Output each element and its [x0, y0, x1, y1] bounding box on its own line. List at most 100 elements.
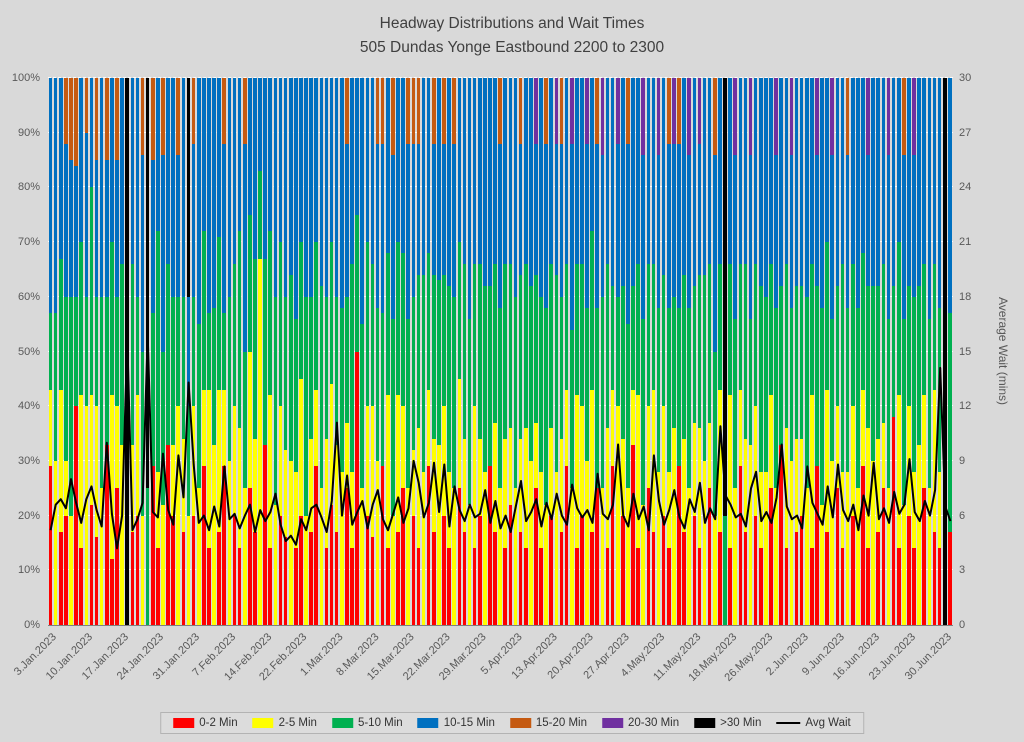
stacked-bar: [196, 78, 201, 625]
bar-segment-0-2: [74, 406, 78, 625]
bar-segment-0-2: [64, 515, 68, 625]
bar-segment-5-10: [150, 313, 155, 467]
bar-segment-10-15: [263, 78, 267, 259]
bar-segment-10-15: [202, 78, 206, 232]
bar-segment-10-15: [462, 78, 467, 264]
legend-item-2-5: 2-5 Min: [252, 717, 317, 729]
bar-segment-15-20: [222, 78, 227, 144]
legend-item-20-30: 20-30 Min: [601, 717, 679, 729]
bar-segment-10-15: [850, 78, 855, 264]
bar-segment-5-10: [830, 318, 835, 461]
bar-segment-0-2: [922, 488, 927, 625]
bar-segment-0-2: [411, 515, 416, 625]
bar-segment-10-15: [845, 154, 850, 308]
stacked-bar: [283, 78, 288, 625]
bar-segment-5-10: [104, 296, 109, 445]
bar-segment-gt30: [942, 78, 947, 625]
bar-segment-10-15: [615, 143, 620, 297]
stacked-bar: [712, 78, 717, 625]
bar-segment-0-2: [135, 515, 140, 625]
bar-segment-2-5: [176, 406, 181, 625]
bar-segment-5-10: [789, 307, 794, 461]
stacked-bar: [815, 78, 819, 625]
bar-segment-2-5: [610, 389, 615, 467]
bar-segment-5-10: [605, 264, 610, 429]
bar-segment-5-10: [626, 324, 630, 489]
bar-segment-2-5: [784, 428, 789, 549]
stacked-bar: [120, 78, 124, 625]
bar-segment-gt30: [145, 78, 150, 489]
stacked-bar: [294, 78, 298, 625]
bar-segment-2-5: [825, 389, 829, 533]
stacked-bar: [881, 78, 886, 625]
bar-segment-2-5: [871, 460, 875, 625]
stacked-bar: [202, 78, 206, 625]
bar-segment-5-10: [615, 296, 620, 407]
bar-segment-2-5: [370, 406, 375, 538]
bar-segment-0-2: [207, 548, 211, 625]
bar-segment-5-10: [948, 313, 952, 533]
stacked-bar: [508, 78, 513, 625]
bar-segment-5-10: [212, 307, 216, 445]
bar-segment-10-15: [309, 78, 313, 297]
bar-segment-10-15: [64, 143, 68, 297]
stacked-bar: [692, 78, 697, 625]
bar-segment-5-10: [902, 318, 906, 505]
bar-segment-10-15: [600, 154, 605, 297]
bar-segment-10-15: [339, 78, 344, 308]
left-axis-tick: 50%: [17, 345, 40, 358]
bar-segment-2-5: [835, 406, 840, 489]
bar-segment-5-10: [692, 285, 697, 423]
stacked-bar: [217, 78, 221, 625]
chart-title-block: Headway Distributions and Wait Times 505…: [0, 12, 1024, 60]
stacked-bar: [391, 78, 395, 625]
bar-segment-10-15: [585, 143, 589, 308]
stacked-bar: [666, 78, 671, 625]
stacked-bar: [738, 78, 743, 625]
bar-segment-2-5: [707, 422, 712, 489]
stacked-bar: [907, 78, 911, 625]
bar-segment-0-2: [580, 515, 584, 625]
bar-segment-0-2: [825, 532, 829, 625]
stacked-bar: [774, 78, 778, 625]
bar-segment-10-15: [375, 143, 380, 308]
bar-segment-0-2: [309, 532, 313, 625]
bar-segment-5-10: [53, 313, 58, 461]
bar-segment-0-2: [835, 488, 840, 625]
bar-segment-5-10: [48, 313, 53, 390]
bar-segment-2-5: [217, 389, 221, 533]
bar-segment-10-15: [365, 78, 370, 243]
bar-segment-20-30: [912, 78, 916, 155]
stacked-bar: [840, 78, 845, 625]
stacked-bar: [743, 78, 748, 625]
right-axis-tick: 15: [959, 345, 972, 358]
bar-segment-10-15: [472, 78, 477, 264]
bar-segment-0-2: [263, 444, 267, 625]
bar-segment-0-2: [508, 504, 513, 625]
bar-segment-5-10: [120, 264, 124, 445]
bar-segment-2-5: [513, 488, 518, 625]
bar-segment-0-2: [564, 466, 569, 625]
bar-segment-10-15: [835, 78, 840, 286]
bar-segment-5-10: [222, 313, 227, 390]
bar-segment-2-5: [529, 460, 533, 625]
bar-segment-10-15: [130, 78, 135, 264]
stacked-bar: [258, 78, 262, 625]
stacked-bar: [237, 78, 242, 625]
bar-segment-10-15: [166, 78, 170, 264]
bar-segment-0-2: [89, 504, 94, 625]
bar-segment-10-15: [79, 78, 84, 243]
bar-segment-2-5: [416, 428, 421, 549]
stacked-bar: [866, 78, 870, 625]
bar-segment-2-5: [856, 488, 860, 625]
stacked-bar: [207, 78, 211, 625]
legend-swatch: [417, 718, 439, 728]
bar-segment-15-20: [345, 78, 349, 144]
bar-segment-10-15: [350, 78, 354, 264]
bar-segment-5-10: [559, 296, 564, 440]
bar-segment-5-10: [881, 264, 886, 423]
right-axis-tick: 12: [959, 400, 972, 413]
bar-segment-10-15: [135, 78, 140, 297]
bar-segment-2-5: [559, 439, 564, 533]
bar-segment-5-10: [431, 274, 436, 440]
